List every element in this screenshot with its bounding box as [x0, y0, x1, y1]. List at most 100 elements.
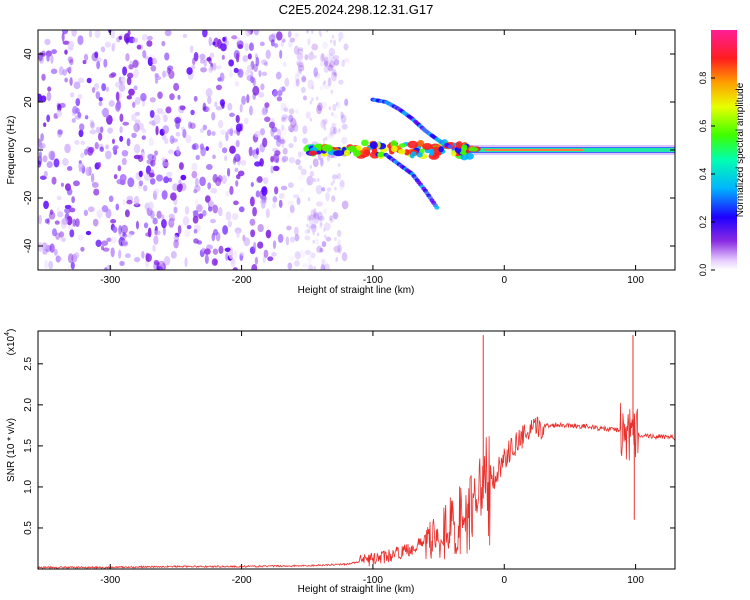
noise-blob — [321, 241, 327, 248]
noise-blob — [78, 129, 84, 138]
noise-blob — [233, 158, 237, 163]
noise-blob — [295, 159, 301, 166]
bot-xtick-label-1: -200 — [232, 575, 252, 586]
noise-blob — [102, 247, 110, 252]
noise-blob — [297, 48, 304, 55]
noise-blob — [254, 53, 259, 60]
band-blob — [468, 147, 479, 152]
noise-blob — [323, 227, 326, 232]
noise-blob — [228, 59, 234, 67]
noise-blob — [300, 86, 306, 94]
noise-region — [38, 30, 350, 270]
noise-blob — [313, 207, 317, 218]
noise-blob — [127, 30, 131, 36]
noise-blob — [278, 192, 285, 200]
noise-blob — [257, 223, 264, 233]
noise-blob — [316, 211, 323, 221]
noise-blob — [121, 224, 128, 234]
noise-blob — [84, 148, 88, 156]
noise-blob — [119, 126, 123, 134]
noise-blob — [265, 229, 272, 239]
noise-blob — [331, 71, 337, 82]
noise-blob — [279, 136, 285, 143]
main-band — [303, 139, 675, 161]
noise-blob — [132, 101, 136, 109]
noise-blob — [152, 190, 158, 200]
noise-blob — [96, 60, 101, 70]
noise-blob — [48, 150, 56, 161]
noise-blob — [170, 192, 177, 201]
noise-blob — [57, 129, 63, 135]
noise-blob — [195, 177, 199, 188]
noise-blob — [228, 249, 234, 260]
noise-blob — [341, 59, 345, 68]
band-blob — [416, 152, 423, 158]
noise-blob — [242, 55, 249, 63]
noise-blob — [148, 172, 155, 178]
noise-blob — [127, 72, 134, 79]
noise-blob — [229, 112, 235, 118]
noise-blob — [311, 97, 314, 102]
noise-blob — [291, 120, 298, 127]
noise-blob — [207, 106, 212, 112]
noise-blob — [338, 37, 341, 42]
noise-blob — [264, 106, 269, 114]
noise-blob — [275, 137, 282, 148]
noise-blob — [104, 41, 111, 48]
noise-blob — [248, 146, 253, 157]
noise-blob — [51, 49, 57, 55]
noise-blob — [343, 58, 350, 63]
exp-close: ) — [6, 329, 17, 332]
noise-blob — [196, 204, 203, 213]
noise-blob — [281, 117, 286, 122]
noise-blob — [189, 45, 194, 53]
noise-blob — [211, 232, 216, 242]
noise-blob — [222, 225, 229, 235]
noise-blob — [75, 98, 81, 107]
noise-blob — [192, 215, 199, 224]
noise-blob — [313, 67, 318, 77]
noise-blob — [252, 206, 257, 217]
noise-blob — [263, 249, 269, 258]
band-blob — [398, 143, 407, 148]
noise-blob — [321, 52, 325, 62]
noise-blob — [199, 176, 206, 187]
noise-blob — [286, 213, 291, 219]
noise-blob — [163, 256, 171, 266]
noise-blob — [220, 43, 227, 52]
noise-blob — [53, 158, 60, 168]
noise-blob — [299, 187, 305, 193]
noise-blob — [118, 225, 123, 235]
noise-blob — [66, 215, 73, 226]
noise-blob — [115, 203, 120, 211]
noise-blob — [151, 57, 158, 65]
noise-blob — [189, 122, 196, 129]
top-ytick-label-4: 40 — [23, 48, 34, 60]
noise-blob — [96, 209, 103, 219]
noise-blob — [335, 258, 338, 263]
noise-blob — [184, 229, 191, 238]
noise-blob — [101, 240, 109, 246]
noise-blob — [192, 210, 199, 215]
noise-blob — [321, 187, 326, 192]
noise-blob — [327, 77, 332, 87]
noise-blob — [156, 266, 163, 270]
noise-blob — [254, 256, 259, 265]
noise-blob — [221, 147, 228, 154]
noise-blob — [281, 114, 288, 120]
noise-blob — [273, 153, 280, 163]
noise-blob — [229, 185, 234, 196]
noise-blob — [323, 56, 329, 66]
noise-blob — [302, 137, 308, 144]
noise-blob — [108, 195, 114, 203]
noise-blob — [184, 257, 188, 268]
noise-blob — [255, 190, 260, 198]
noise-blob — [234, 153, 241, 162]
noise-blob — [312, 177, 315, 182]
noise-blob — [137, 122, 144, 131]
colorbar: 0.0 0.2 0.4 0.6 0.8 Normalized spectral ampl… — [698, 30, 746, 276]
noise-blob — [200, 67, 208, 73]
noise-blob — [97, 132, 103, 141]
noise-blob — [294, 108, 299, 114]
